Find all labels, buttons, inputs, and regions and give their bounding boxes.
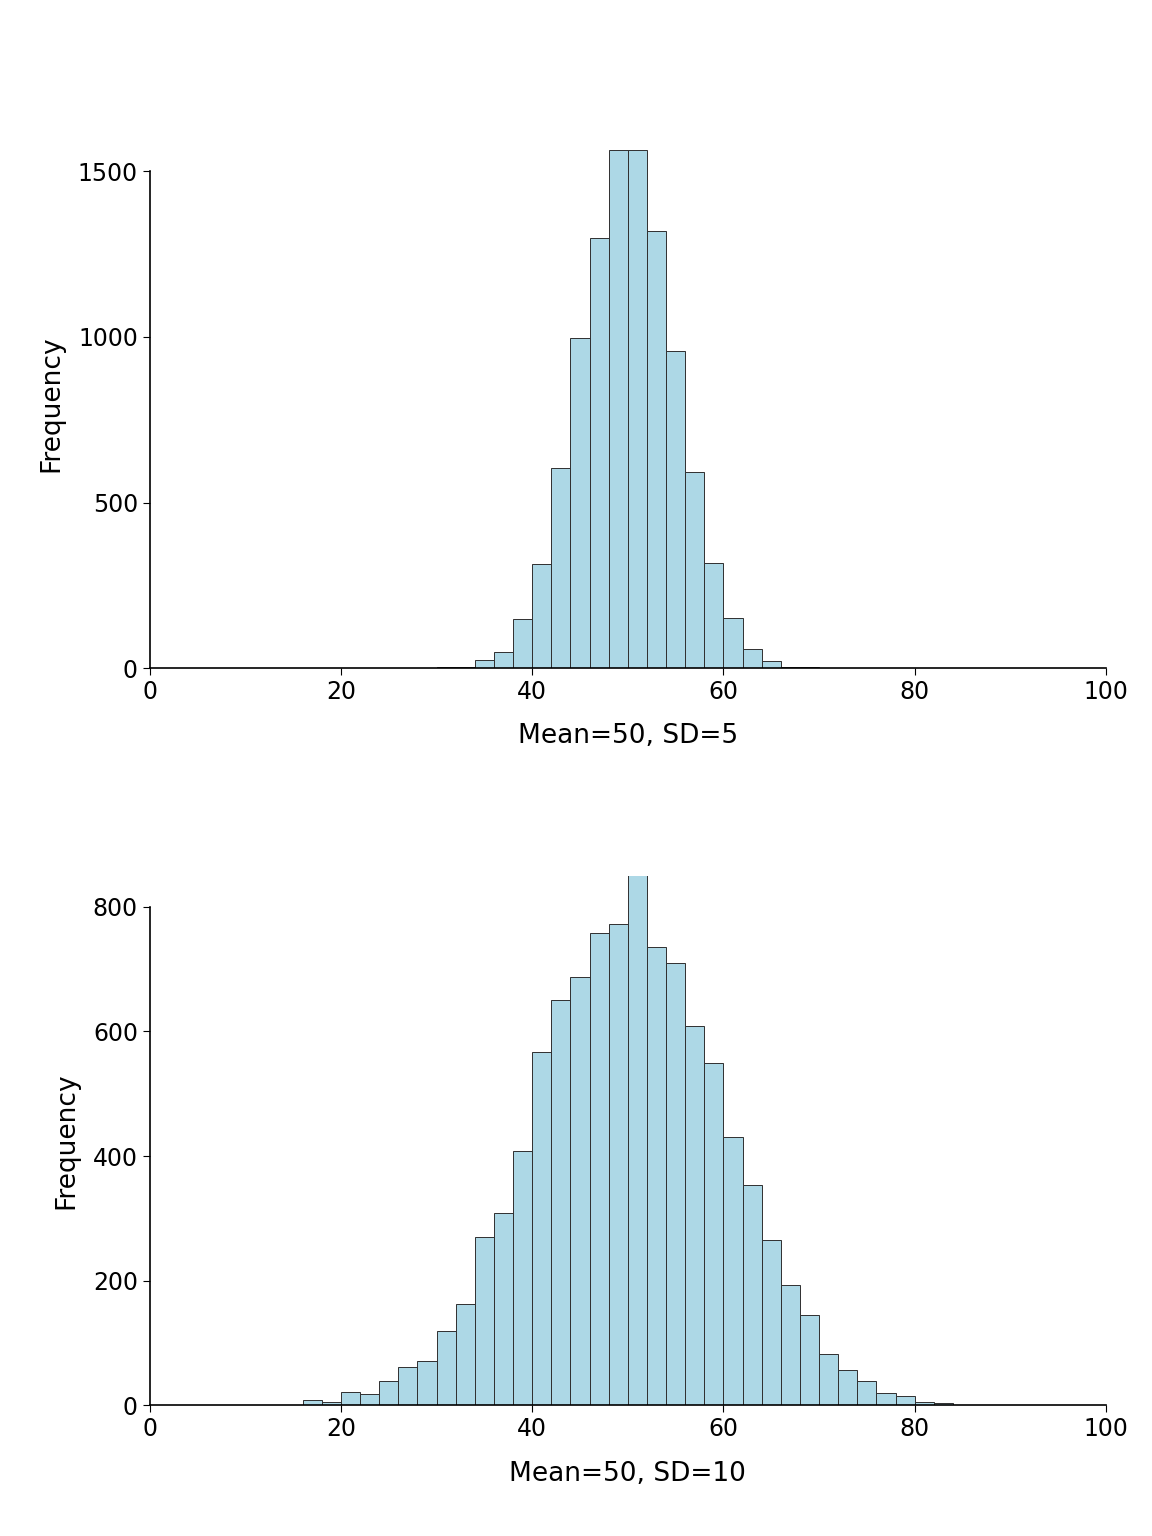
Bar — [647, 946, 666, 1405]
Bar — [628, 874, 647, 1405]
Bar — [704, 564, 723, 668]
Bar — [743, 1184, 761, 1405]
Bar — [666, 963, 685, 1405]
Bar — [494, 1213, 513, 1405]
Bar — [417, 1361, 437, 1405]
X-axis label: Mean=50, SD=5: Mean=50, SD=5 — [517, 723, 738, 750]
Bar — [685, 1026, 704, 1405]
Bar — [399, 1367, 417, 1405]
Bar — [608, 925, 628, 1405]
Bar — [570, 338, 590, 668]
Bar — [934, 1402, 953, 1405]
Bar — [494, 651, 513, 668]
Bar — [361, 1395, 379, 1405]
Bar — [799, 1315, 819, 1405]
Bar — [590, 932, 608, 1405]
Bar — [857, 1381, 877, 1405]
Bar — [475, 659, 494, 668]
Bar — [608, 151, 628, 668]
Bar — [781, 1286, 799, 1405]
Bar — [475, 1236, 494, 1405]
Bar — [513, 619, 532, 668]
Y-axis label: Frequency: Frequency — [38, 335, 65, 472]
Bar — [915, 1402, 934, 1405]
Bar — [532, 1052, 552, 1405]
Bar — [761, 660, 781, 668]
Bar — [819, 1355, 839, 1405]
Bar — [321, 1402, 341, 1405]
Bar — [456, 1304, 475, 1405]
Bar — [437, 1330, 456, 1405]
Y-axis label: Frequency: Frequency — [53, 1072, 79, 1209]
Bar — [704, 1063, 723, 1405]
Bar — [723, 619, 743, 668]
Bar — [839, 1370, 857, 1405]
X-axis label: Mean=50, SD=10: Mean=50, SD=10 — [509, 1461, 746, 1487]
Bar — [532, 564, 552, 668]
Bar — [895, 1396, 915, 1405]
Bar — [628, 151, 647, 668]
Bar — [685, 472, 704, 668]
Bar — [590, 238, 608, 668]
Bar — [666, 350, 685, 668]
Bar — [341, 1392, 361, 1405]
Bar — [552, 468, 570, 668]
Bar — [761, 1240, 781, 1405]
Bar — [647, 230, 666, 668]
Bar — [877, 1393, 895, 1405]
Bar — [570, 977, 590, 1405]
Bar — [552, 1000, 570, 1405]
Bar — [379, 1381, 399, 1405]
Bar — [513, 1150, 532, 1405]
Bar — [723, 1137, 743, 1405]
Bar — [743, 648, 761, 668]
Bar — [303, 1401, 321, 1405]
